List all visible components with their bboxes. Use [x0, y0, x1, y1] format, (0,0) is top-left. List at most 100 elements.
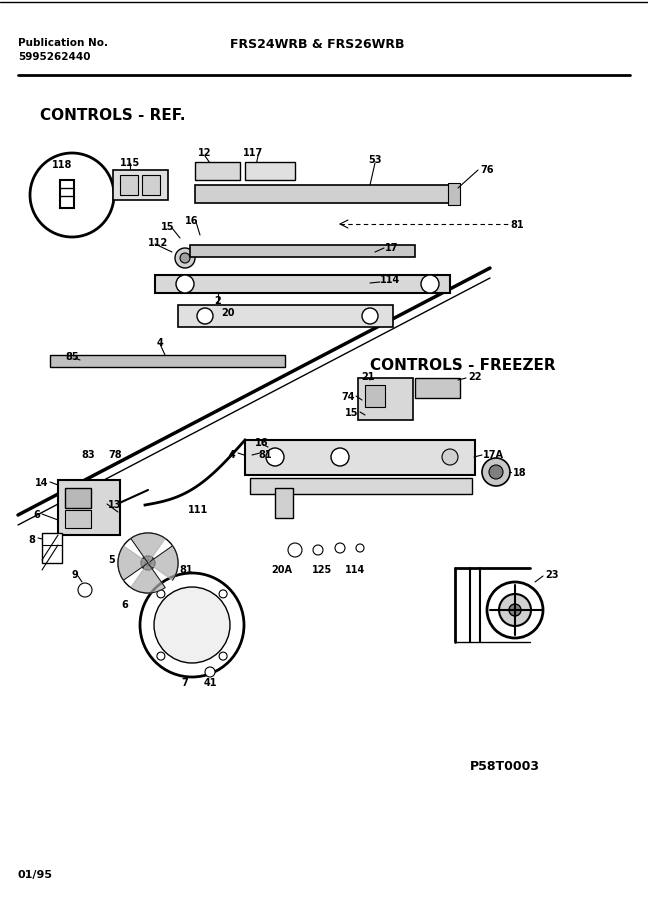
Circle shape	[140, 573, 244, 677]
Bar	[250, 478, 472, 494]
Text: FRS24WRB & FRS26WRB: FRS24WRB & FRS26WRB	[230, 38, 404, 51]
Circle shape	[175, 248, 195, 268]
Bar	[65, 488, 91, 508]
Circle shape	[145, 560, 151, 566]
Text: 81: 81	[510, 220, 524, 230]
Text: 21: 21	[361, 372, 375, 382]
Bar	[358, 378, 413, 420]
Bar	[275, 488, 293, 518]
Text: 118: 118	[52, 160, 73, 170]
Text: 4: 4	[228, 450, 235, 460]
Text: 114: 114	[345, 565, 365, 575]
Circle shape	[313, 545, 323, 555]
Text: 17: 17	[385, 243, 399, 253]
Circle shape	[509, 604, 521, 616]
Text: 78: 78	[108, 450, 122, 460]
Text: 15: 15	[345, 408, 358, 418]
Circle shape	[489, 465, 503, 479]
Circle shape	[157, 652, 165, 660]
Text: 6: 6	[33, 510, 40, 520]
Text: 15: 15	[161, 222, 175, 232]
Text: 8: 8	[28, 535, 35, 545]
Text: 20: 20	[221, 308, 235, 318]
Text: 74: 74	[341, 392, 355, 402]
Polygon shape	[131, 563, 165, 593]
Polygon shape	[148, 545, 178, 580]
Circle shape	[499, 594, 531, 626]
Text: 13: 13	[108, 500, 122, 510]
Circle shape	[141, 556, 155, 570]
Text: 81: 81	[258, 450, 272, 460]
Bar	[42, 533, 62, 563]
Circle shape	[157, 590, 165, 598]
Bar	[60, 180, 74, 208]
Bar	[195, 162, 240, 180]
Text: 7: 7	[181, 678, 189, 688]
Text: 4: 4	[157, 338, 163, 348]
Bar	[113, 170, 168, 200]
Text: 16: 16	[255, 438, 269, 448]
Bar	[142, 175, 160, 195]
Text: 5: 5	[108, 555, 115, 565]
Text: 17A: 17A	[483, 450, 504, 460]
Circle shape	[30, 153, 114, 237]
Circle shape	[442, 449, 458, 465]
Text: 20A: 20A	[272, 565, 292, 575]
Circle shape	[180, 253, 190, 263]
Circle shape	[176, 275, 194, 293]
Text: 6: 6	[122, 600, 128, 610]
Bar	[448, 183, 460, 205]
Text: CONTROLS - REF.: CONTROLS - REF.	[40, 108, 185, 123]
Bar	[58, 480, 120, 535]
Circle shape	[266, 448, 284, 466]
Circle shape	[487, 582, 543, 638]
Text: 9: 9	[72, 570, 78, 580]
Bar	[365, 385, 385, 407]
Circle shape	[154, 587, 230, 663]
Text: 12: 12	[198, 148, 212, 158]
Bar	[195, 185, 450, 203]
Text: 112: 112	[148, 238, 168, 248]
Text: 01/95: 01/95	[18, 870, 53, 880]
Circle shape	[197, 308, 213, 324]
Text: 18: 18	[513, 468, 527, 478]
Text: 76: 76	[480, 165, 494, 175]
Polygon shape	[118, 545, 148, 580]
Bar	[65, 510, 91, 528]
Circle shape	[219, 590, 227, 598]
Text: 117: 117	[243, 148, 263, 158]
Text: 53: 53	[368, 155, 382, 165]
Bar	[50, 355, 285, 367]
Bar	[120, 175, 138, 195]
Text: 81: 81	[179, 565, 193, 575]
Circle shape	[362, 308, 378, 324]
Text: 2: 2	[214, 296, 222, 306]
Text: 23: 23	[545, 570, 559, 580]
Text: 14: 14	[34, 478, 48, 488]
Bar	[245, 162, 295, 180]
Text: 5995262440: 5995262440	[18, 52, 91, 62]
Circle shape	[331, 448, 349, 466]
Text: 83: 83	[82, 450, 95, 460]
Circle shape	[78, 583, 92, 597]
Text: 41: 41	[203, 678, 216, 688]
Bar	[190, 245, 415, 257]
Bar	[245, 440, 475, 475]
Text: 114: 114	[380, 275, 400, 285]
Bar	[415, 378, 460, 398]
Text: 16: 16	[185, 216, 199, 226]
Text: 85: 85	[65, 352, 78, 362]
Circle shape	[421, 275, 439, 293]
Bar	[178, 305, 393, 327]
Circle shape	[482, 458, 510, 486]
Text: 111: 111	[188, 505, 208, 515]
Circle shape	[219, 652, 227, 660]
Text: CONTROLS - FREEZER: CONTROLS - FREEZER	[370, 358, 555, 373]
Circle shape	[335, 543, 345, 553]
Text: 22: 22	[468, 372, 481, 382]
Polygon shape	[131, 533, 165, 563]
Text: P58T0003: P58T0003	[470, 760, 540, 773]
Bar	[155, 275, 450, 293]
Circle shape	[288, 543, 302, 557]
Circle shape	[205, 667, 215, 677]
